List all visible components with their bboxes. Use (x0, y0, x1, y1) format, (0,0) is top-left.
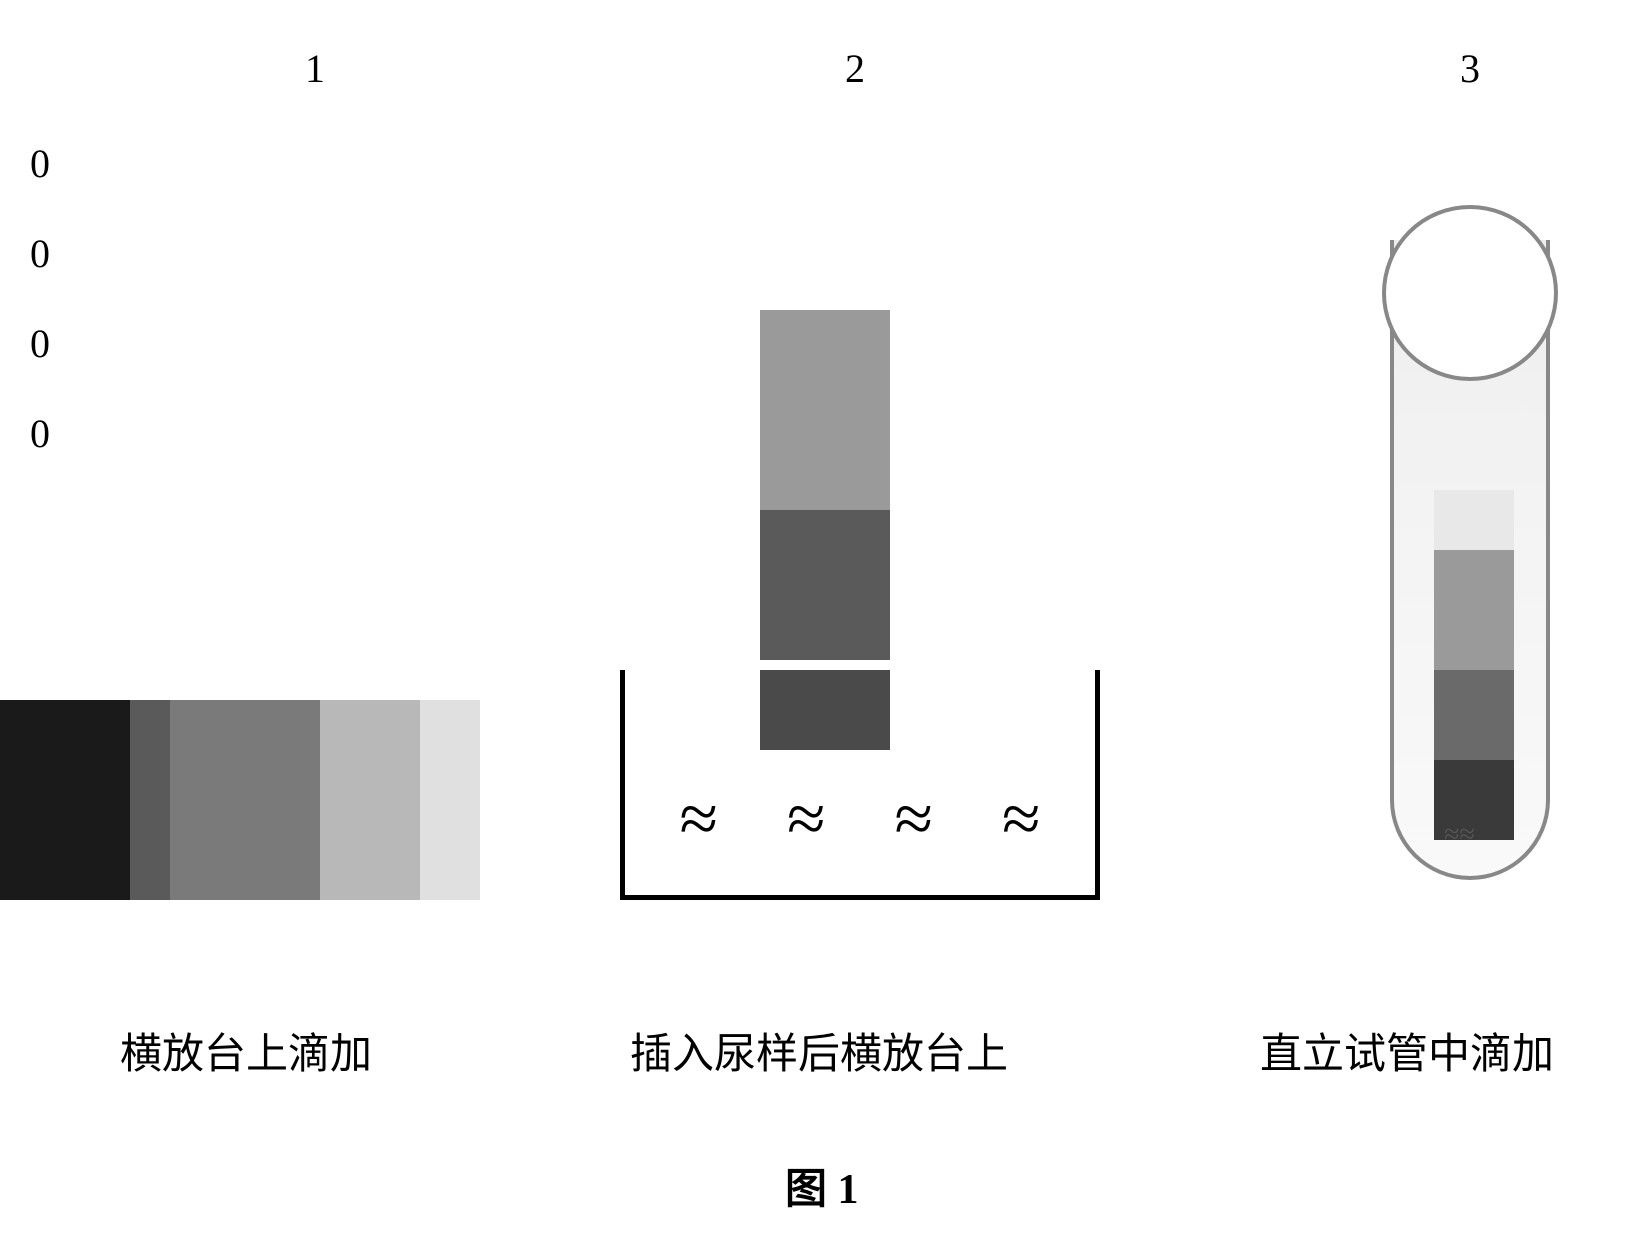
panel-1-horizontal-strip (0, 700, 480, 900)
strip-segment (760, 310, 890, 510)
strip-segment (420, 700, 480, 900)
column-label-1: 1 (305, 45, 325, 92)
row-label-1: 0 (30, 140, 50, 187)
test-strip-horizontal (0, 700, 480, 900)
strip-segment (130, 700, 170, 900)
wave-icon: ≈ (1002, 785, 1040, 855)
liquid-waves: ≈ ≈ ≈ ≈ (625, 785, 1095, 855)
test-strip-in-tube (1434, 490, 1514, 840)
wave-icon: ≈ (787, 785, 825, 855)
figure-label: 图 1 (785, 1155, 859, 1216)
row-label-3: 0 (30, 320, 50, 367)
strip-segment (760, 510, 890, 660)
panel-3-test-tube: ≈≈ (1370, 160, 1570, 900)
wave-icon: ≈ (895, 785, 933, 855)
strip-segment (1434, 670, 1514, 760)
strip-segment (1434, 490, 1514, 550)
panel-2-dish-with-strip: ≈ ≈ ≈ ≈ (620, 310, 1100, 900)
diagram-container: 1 2 3 0 0 0 0 ≈≈≈≈ ≈≈ 横放台上滴加 插入尿样后横放台上 直… (0, 0, 1631, 1247)
column-label-3: 3 (1460, 45, 1480, 92)
strip-segment (1434, 550, 1514, 670)
row-label-4: 0 (30, 410, 50, 457)
caption-1: 横放台上滴加 (120, 1020, 372, 1081)
row-label-2: 0 (30, 230, 50, 277)
wave-icon: ≈ (680, 785, 718, 855)
strip-segment (0, 700, 130, 900)
tube-liquid-waves: ≈≈ (1444, 824, 1504, 846)
caption-3: 直立试管中滴加 (1260, 1020, 1554, 1081)
strip-segment (170, 700, 320, 900)
sample-dish: ≈ ≈ ≈ ≈ (620, 670, 1100, 900)
caption-2: 插入尿样后横放台上 (630, 1020, 1008, 1081)
strip-segment (320, 700, 420, 900)
test-tube-opening (1382, 205, 1558, 381)
column-label-2: 2 (845, 45, 865, 92)
strip-segment (760, 660, 890, 670)
